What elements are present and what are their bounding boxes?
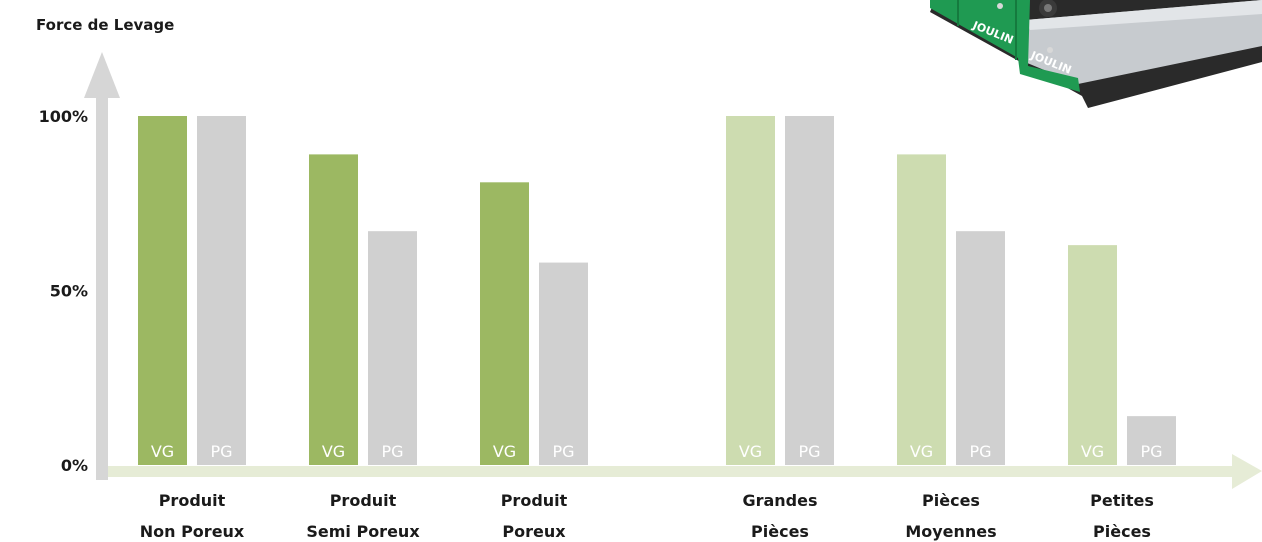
category-label-line1: Produit [330,491,397,510]
bar-series-label: PG [552,442,574,461]
bar-pg [197,116,246,465]
y-axis-arrowhead [84,52,120,98]
bar-vg [1068,245,1117,465]
bar-pg [368,231,417,465]
bar-pg [785,116,834,465]
bar-series-label: PG [969,442,991,461]
bar-series-label: VG [493,442,516,461]
bar-vg [726,116,775,465]
bar-series-label: PG [798,442,820,461]
bar-pg [956,231,1005,465]
y-axis-title: Force de Levage [36,16,174,34]
bar-vg [897,154,946,465]
y-tick-label: 50% [50,282,88,301]
bar-series-label: VG [739,442,762,461]
bar-series-label: VG [910,442,933,461]
category-label-line2: Pièces [751,522,809,541]
category-label-line2: Moyennes [905,522,996,541]
y-tick-label: 0% [61,456,88,475]
bar-vg [138,116,187,465]
bar-series-label: VG [151,442,174,461]
bar-vg [309,154,358,465]
category-label-line2: Pièces [1093,522,1151,541]
category-label-line2: Non Poreux [140,522,245,541]
bar-pg [539,262,588,465]
bar-series-label: PG [381,442,403,461]
category-label-line2: Semi Poreux [306,522,420,541]
x-axis-arrowhead [1232,454,1262,489]
bar-pg [1127,416,1176,465]
y-axis-line [96,96,108,480]
bar-vg [480,182,529,465]
bar-series-label: VG [322,442,345,461]
y-tick-label: 100% [39,107,88,126]
category-label-line1: Produit [159,491,226,510]
bars: VG PG VG PG VG PG VG PG VG PG VG PG [138,116,1176,465]
bar-series-label: VG [1081,442,1104,461]
y-axis [84,52,120,480]
x-axis [108,454,1262,489]
category-label-line1: Grandes [742,491,817,510]
y-tick-labels: 0% 50% 100% [39,107,88,475]
category-label-line1: Produit [501,491,568,510]
bar-series-label: PG [210,442,232,461]
vacuum-gripper-product-image: JOULIN JOULIN [930,0,1262,108]
category-label-line2: Poreux [502,522,566,541]
category-labels: Produit Non Poreux Produit Semi Poreux Produ… [140,491,1154,541]
category-label-line1: Petites [1090,491,1154,510]
x-axis-line [108,466,1238,477]
bar-series-label: PG [1140,442,1162,461]
category-label-line1: Pièces [922,491,980,510]
